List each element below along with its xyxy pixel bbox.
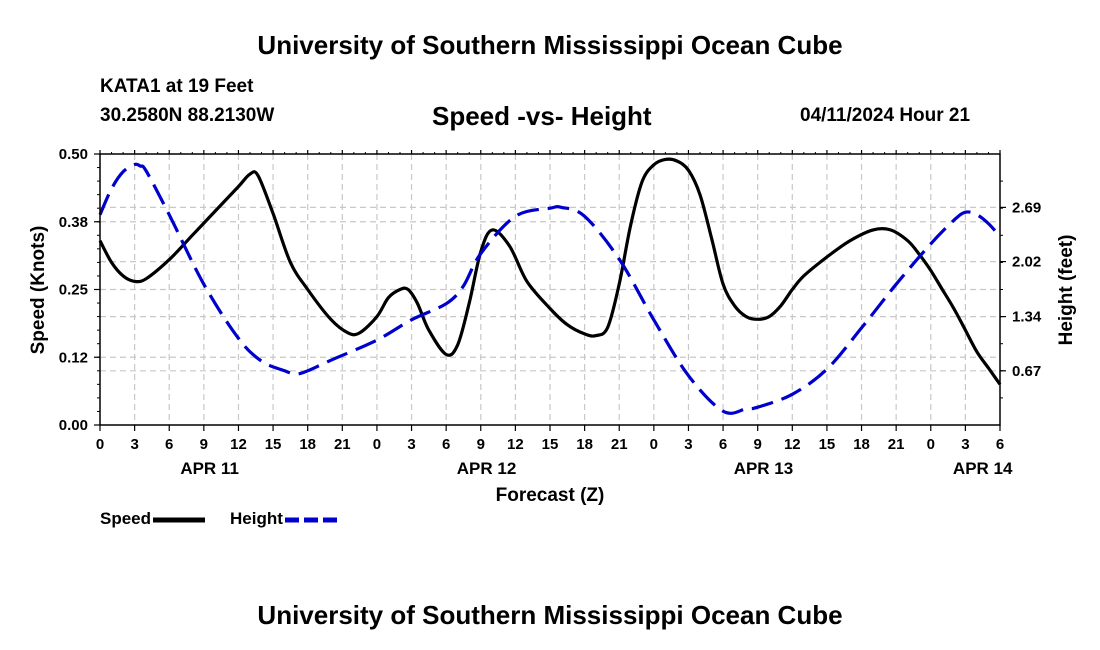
x-tick-label: 21 bbox=[611, 436, 628, 453]
y2-tick-label: 1.34 bbox=[1012, 309, 1042, 326]
x-tick-label: 15 bbox=[819, 436, 836, 453]
x-tick-label: 18 bbox=[299, 436, 316, 453]
y2-axis-title: Height (feet) bbox=[1056, 235, 1077, 346]
speed-series-line bbox=[98, 157, 1002, 386]
x-tick-label: 9 bbox=[754, 436, 762, 453]
x-tick-label: 12 bbox=[507, 436, 524, 453]
x-tick-label: 0 bbox=[96, 436, 104, 453]
x-tick-label: 6 bbox=[165, 436, 173, 453]
day-label: APR 12 bbox=[457, 459, 517, 478]
legend-speed-swatch bbox=[153, 517, 206, 523]
x-tick-label: 3 bbox=[130, 436, 138, 453]
x-tick-label: 21 bbox=[888, 436, 905, 453]
legend-height: Height bbox=[230, 509, 337, 529]
x-tick-label: 6 bbox=[442, 436, 450, 453]
legend-height-label: Height bbox=[230, 509, 283, 528]
grid-lines bbox=[100, 154, 1000, 425]
x-tick-label: 0 bbox=[373, 436, 381, 453]
chart-series bbox=[98, 157, 1002, 415]
forecast-datetime: 04/11/2024 Hour 21 bbox=[800, 105, 971, 126]
y2-tick-label: 2.02 bbox=[1012, 254, 1041, 271]
y-axis-title: Speed (Knots) bbox=[28, 226, 49, 355]
x-tick-label: 12 bbox=[230, 436, 247, 453]
chart-subtitle: Speed -vs- Height bbox=[432, 101, 652, 131]
x-tick-label: 6 bbox=[996, 436, 1004, 453]
x-tick-label: 0 bbox=[650, 436, 658, 453]
x-tick-label: 3 bbox=[961, 436, 969, 453]
height-series-line bbox=[98, 162, 1002, 415]
legend-speed: Speed bbox=[100, 509, 206, 529]
y-tick-label: 0.25 bbox=[59, 282, 88, 299]
x-axis-title: Forecast (Z) bbox=[496, 485, 605, 506]
x-tick-label: 9 bbox=[200, 436, 208, 453]
x-tick-label: 9 bbox=[477, 436, 485, 453]
station-label: KATA1 at 19 Feet bbox=[100, 76, 254, 97]
day-label: APR 14 bbox=[953, 459, 1013, 478]
y-tick-label: 0.00 bbox=[59, 417, 88, 434]
x-tick-label: 3 bbox=[684, 436, 692, 453]
x-tick-label: 12 bbox=[784, 436, 801, 453]
station-coordinates: 30.2580N 88.2130W bbox=[100, 105, 275, 126]
x-tick-label: 6 bbox=[719, 436, 727, 453]
y2-tick-label: 0.67 bbox=[1012, 363, 1041, 380]
day-label: APR 11 bbox=[180, 459, 239, 478]
y2-tick-label: 2.69 bbox=[1012, 199, 1041, 216]
chart-axes: 0 3 6 9 12 15 18 21 0 3 6 9 12 15 18 21 0 3 6 9 12 15 18 21 0 3 6A… bbox=[28, 146, 1077, 506]
legend-speed-label: Speed bbox=[100, 509, 152, 528]
day-label: APR 13 bbox=[734, 459, 794, 478]
x-tick-label: 15 bbox=[265, 436, 282, 453]
footer-title: University of Southern Mississippi Ocean… bbox=[257, 600, 843, 630]
legend-height-swatch bbox=[284, 517, 337, 523]
x-tick-label: 18 bbox=[853, 436, 870, 453]
y-tick-label: 0.50 bbox=[59, 146, 88, 163]
y-tick-label: 0.38 bbox=[59, 214, 88, 231]
x-tick-label: 18 bbox=[576, 436, 593, 453]
x-tick-label: 21 bbox=[334, 436, 351, 453]
x-tick-label: 0 bbox=[927, 436, 935, 453]
x-tick-label: 3 bbox=[407, 436, 415, 453]
x-tick-label: 15 bbox=[542, 436, 559, 453]
y-tick-label: 0.12 bbox=[59, 349, 88, 366]
chart-main-title: University of Southern Mississippi Ocean… bbox=[257, 30, 843, 60]
